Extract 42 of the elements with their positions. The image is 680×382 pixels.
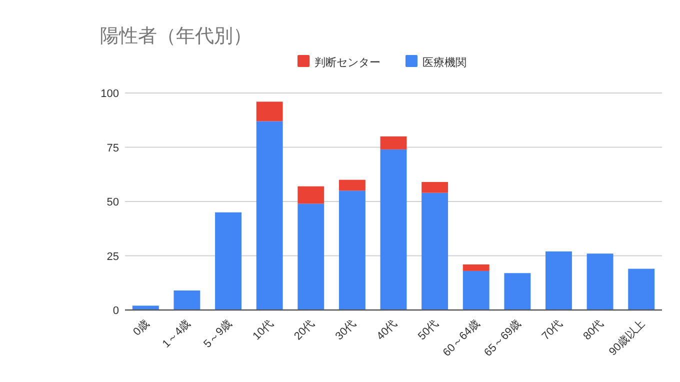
bar	[256, 121, 283, 310]
legend-item: 判断センター	[298, 55, 380, 69]
bar	[256, 102, 283, 122]
x-tick-label: 10代	[250, 318, 276, 343]
bar	[586, 254, 614, 310]
y-tick-label: 0	[112, 305, 119, 317]
x-tick-label: 5～9歳	[200, 316, 234, 350]
bar	[546, 251, 572, 310]
y-tick-label: 100	[100, 88, 119, 100]
bar	[462, 264, 490, 271]
y-tick-label: 75	[106, 142, 119, 154]
bar	[504, 273, 531, 310]
legend-label: 判断センター	[314, 56, 380, 69]
x-tick-label: 30代	[333, 318, 358, 343]
x-tick-label: 50代	[416, 318, 441, 343]
bar	[174, 290, 200, 310]
bar	[298, 204, 324, 310]
bar	[462, 270, 490, 310]
y-tick-label: 25	[106, 250, 119, 263]
x-tick-label: 60～64歳	[440, 316, 482, 359]
bar	[132, 306, 159, 310]
bar	[422, 192, 448, 310]
x-tick-label: 0歳	[130, 316, 152, 338]
x-tick-label: 65～69歳	[481, 316, 524, 359]
x-tick-label: 70代	[540, 318, 565, 343]
legend-label: 医療機関	[422, 56, 466, 69]
legend-item: 医療機関	[406, 55, 466, 69]
chart-title: 陽性者（年代別）	[100, 26, 252, 47]
bar	[380, 149, 407, 310]
y-tick-label: 50	[106, 196, 119, 208]
bar	[338, 180, 366, 191]
bar	[215, 212, 242, 310]
bar	[380, 136, 407, 150]
x-tick-label: 80代	[581, 318, 606, 343]
bar	[628, 268, 655, 310]
x-tick-label: 40代	[374, 318, 400, 343]
x-tick-label: 1～4歳	[160, 316, 194, 350]
bar	[338, 190, 366, 310]
bar	[422, 182, 448, 193]
x-tick-label: 90歳以上	[606, 316, 648, 358]
bar	[298, 186, 324, 204]
x-tick-label: 20代	[292, 318, 318, 343]
